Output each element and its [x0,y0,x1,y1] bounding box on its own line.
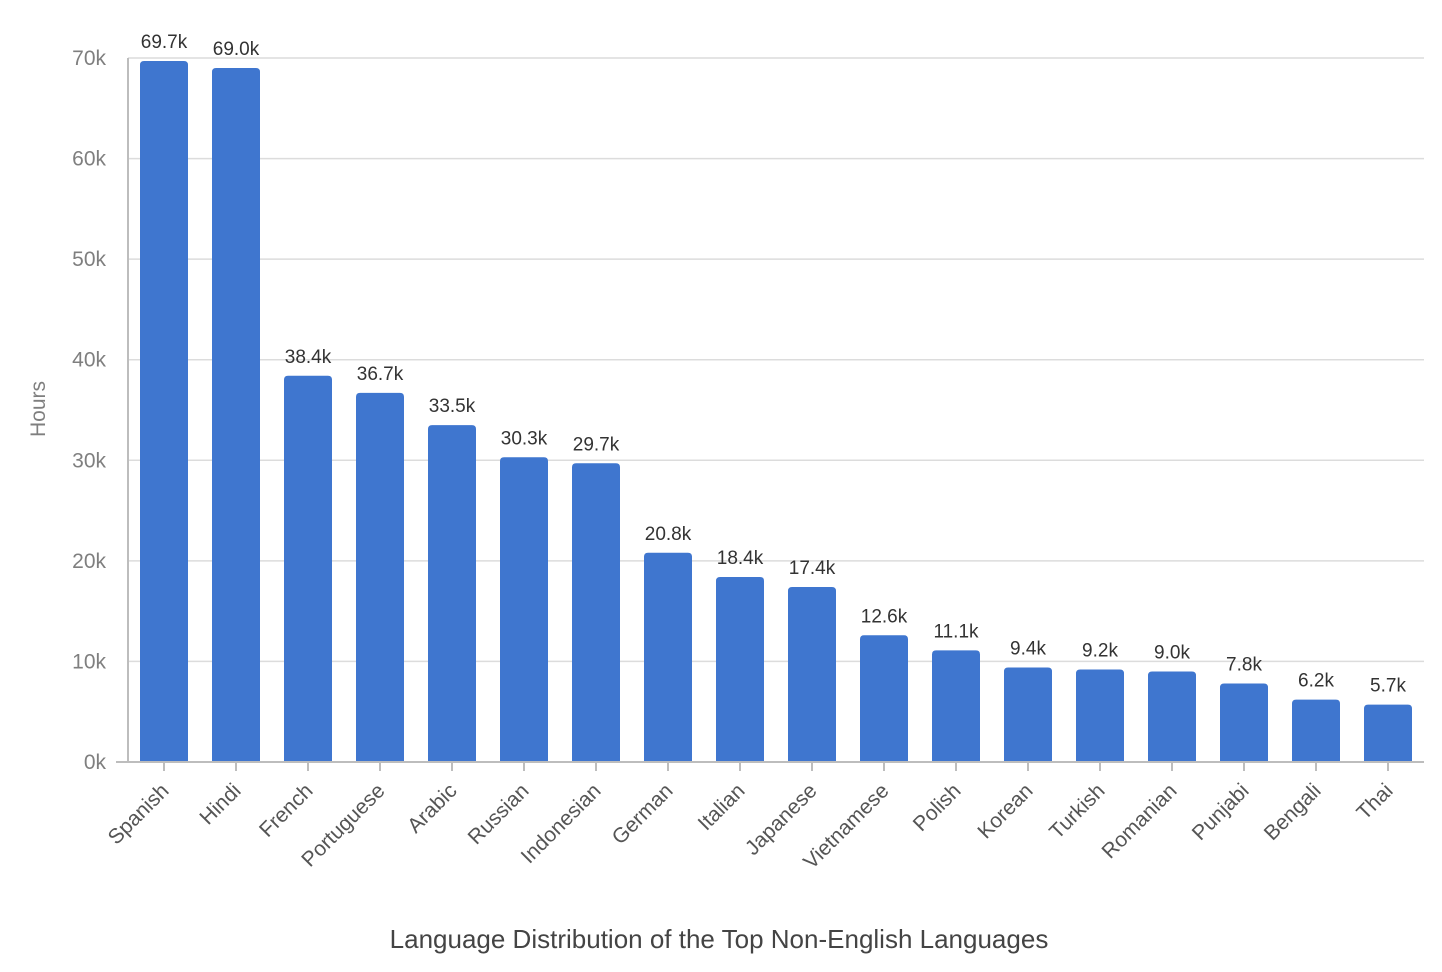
bar-arabic [428,425,476,762]
x-tick-label-turkish: Turkish [1045,779,1109,843]
data-label-bengali: 6.2k [1298,671,1334,692]
x-tick-label-punjabi: Punjabi [1188,779,1254,845]
x-tick-label-thai: Thai [1352,779,1397,824]
data-label-german: 20.8k [645,524,692,545]
y-tick-label: 70k [72,47,106,70]
data-label-spanish: 69.7k [141,32,188,53]
data-label-indonesian: 29.7k [573,434,620,455]
data-label-japanese: 17.4k [789,558,836,579]
bar-russian [500,457,548,762]
data-label-russian: 30.3k [501,428,548,449]
x-tick-label-italian: Italian [694,779,750,835]
data-label-italian: 18.4k [717,548,764,569]
bar-romanian [1148,671,1196,762]
x-tick-label-spanish: Spanish [104,779,174,849]
data-label-portuguese: 36.7k [357,364,404,385]
data-labels: 69.7k 69.0k 38.4k 36.7k 33.5k 30.3k 29.7k 20.8k… [141,32,1407,697]
bar-portuguese [356,392,404,762]
gridlines [128,57,1424,663]
y-tick-label: 20k [72,550,106,573]
y-tick-label: 50k [72,248,106,271]
x-tick-label-german: German [608,779,678,849]
data-label-polish: 11.1k [933,621,979,642]
bar-punjabi [1220,683,1268,762]
bar-indonesian [572,463,620,762]
bar-korean [1004,667,1052,762]
y-tick-label: 30k [72,449,106,472]
x-tick-label-bengali: Bengali [1260,779,1326,845]
x-tick-label-korean: Korean [973,779,1037,843]
x-tick-label-french: French [255,779,317,841]
x-tick-label-arabic: Arabic [403,779,461,837]
bar-japanese [788,587,836,762]
y-tick-labels: 0k 10k 20k 30k 40k 50k 60k 70k [72,47,106,774]
bars [140,61,1412,763]
bar-hindi [212,68,260,763]
data-label-hindi: 69.0k [213,39,260,60]
bar-bengali [1292,699,1340,762]
data-label-romanian: 9.0k [1154,642,1190,663]
data-label-thai: 5.7k [1370,676,1406,697]
chart-title: Language Distribution of the Top Non-Eng… [390,924,1049,954]
y-tick-label: 0k [84,751,107,774]
data-label-vietnamese: 12.6k [861,606,908,627]
y-tick-label: 60k [72,148,106,171]
y-tick-label: 10k [72,650,106,673]
bar-french [284,375,332,762]
bar-thai [1364,704,1412,762]
y-tick-label: 40k [72,349,106,372]
bar-spanish [140,61,188,762]
x-tick-label-polish: Polish [909,779,966,836]
data-label-korean: 9.4k [1010,638,1046,659]
bar-vietnamese [860,635,908,762]
x-tick-label-russian: Russian [464,779,534,849]
data-label-punjabi: 7.8k [1226,655,1262,676]
bar-turkish [1076,669,1124,762]
data-label-turkish: 9.2k [1082,640,1118,661]
x-tick-label-romanian: Romanian [1098,779,1182,863]
bar-italian [716,576,764,762]
y-axis-label: Hours [27,381,50,437]
bar-german [644,552,692,762]
data-label-arabic: 33.5k [429,396,476,417]
axes [116,58,1424,771]
data-label-french: 38.4k [285,347,332,368]
bar-polish [932,650,980,762]
x-tick-label-hindi: Hindi [195,779,245,829]
